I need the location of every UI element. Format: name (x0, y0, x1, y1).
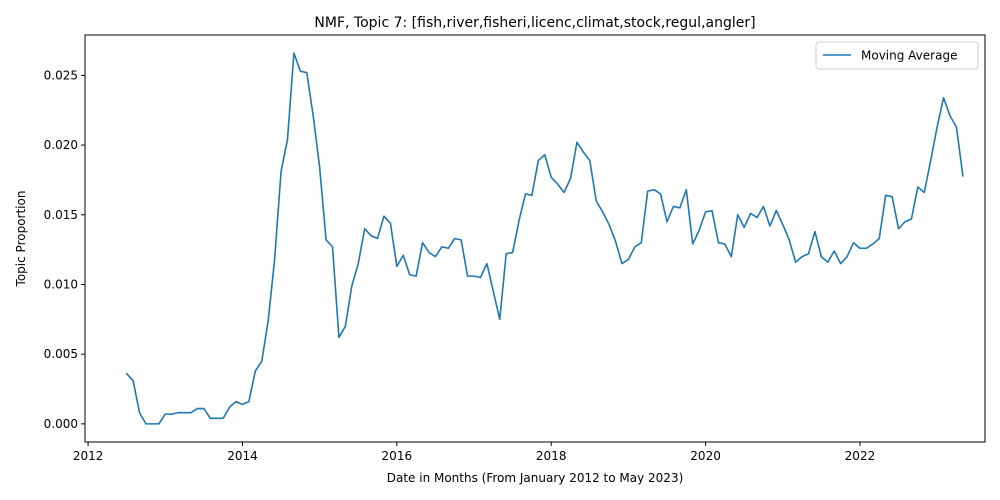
series-line-moving-average (125, 52, 964, 425)
plot-frame (84, 34, 986, 443)
y-tick-label: 0.020 (44, 138, 78, 152)
x-axis-label: Date in Months (From January 2012 to May… (387, 471, 684, 485)
x-tick-label: 2014 (227, 449, 258, 463)
x-tick-label: 2016 (382, 449, 413, 463)
y-tick-label: 0.010 (44, 277, 78, 291)
x-tick-label: 2018 (536, 449, 567, 463)
chart-title: NMF, Topic 7: [fish,river,fisheri,licenc… (314, 15, 755, 31)
x-tick-label: 2012 (73, 449, 104, 463)
y-tick-label: 0.015 (44, 208, 78, 222)
legend-box (815, 41, 979, 70)
y-tick-label: 0.025 (44, 68, 78, 82)
legend-label-moving-average: Moving Average (861, 49, 957, 63)
y-axis-label: Topic Proportion (14, 191, 28, 288)
legend: Moving Average (815, 41, 979, 70)
y-axis-ticks: 0.000 0.005 0.010 0.015 0.020 0.025 (44, 68, 85, 431)
x-tick-label: 2022 (845, 449, 876, 463)
x-tick-label: 2020 (690, 449, 721, 463)
y-tick-label: 0.000 (44, 417, 78, 431)
y-tick-label: 0.005 (44, 347, 78, 361)
x-axis-ticks: 2012 2014 2016 2018 2020 2022 (73, 442, 875, 463)
